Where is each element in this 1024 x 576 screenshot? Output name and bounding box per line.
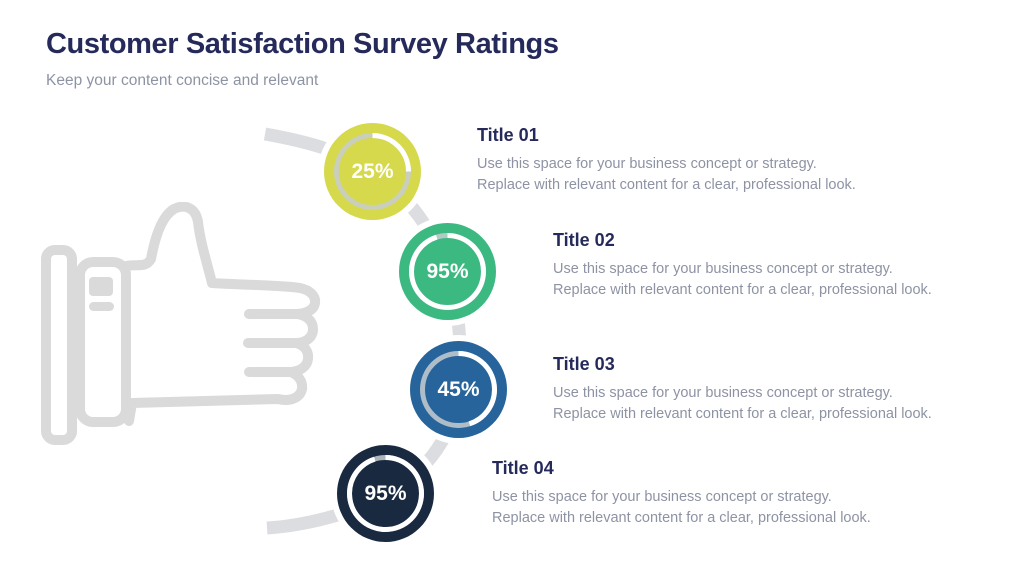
cuff-button [89,302,114,311]
progress-ring [347,455,424,532]
step-description: Use this space for your business concept… [553,259,932,301]
progress-ring [409,233,486,310]
step-description: Use this space for your business concept… [553,383,932,425]
progress-ring [334,133,411,210]
step-title: Title 01 [477,125,539,145]
step-desc-line: Use this space for your business concept… [492,489,832,505]
percent-label: 95% [364,481,407,505]
step-description: Use this space for your business concept… [492,487,871,529]
step-text-1: Title 01 Use this space for your busines… [477,124,856,196]
cuff [75,257,131,427]
step-desc-line: Use this space for your business concept… [477,156,817,172]
percent-label: 95% [426,259,469,283]
sleeve-bar [41,245,77,445]
step-bubble-2: 95% [399,223,496,320]
step-desc-line: Replace with relevant content for a clea… [477,177,856,193]
step-bubble-1: 25% [324,123,421,220]
step-description: Use this space for your business concept… [477,154,856,196]
step-title: Title 04 [492,458,554,478]
step-text-3: Title 03 Use this space for your busines… [553,353,932,425]
step-title: Title 02 [553,230,615,250]
step-desc-line: Replace with relevant content for a clea… [492,510,871,526]
step-desc-line: Replace with relevant content for a clea… [553,406,932,422]
cuff-button [89,277,113,296]
step-text-2: Title 02 Use this space for your busines… [553,229,932,301]
page-subtitle: Keep your content concise and relevant [46,72,319,89]
step-desc-line: Replace with relevant content for a clea… [553,282,932,298]
step-bubble-4: 95% [337,445,434,542]
percent-label: 45% [437,377,480,401]
step-bubble-3: 45% [410,341,507,438]
finger-separations [243,309,303,377]
step-text-4: Title 04 Use this space for your busines… [492,457,871,529]
step-desc-line: Use this space for your business concept… [553,385,893,401]
page-title: Customer Satisfaction Survey Ratings [46,28,559,60]
step-title: Title 03 [553,354,615,374]
percent-label: 25% [351,159,394,183]
progress-ring [420,351,497,428]
step-desc-line: Use this space for your business concept… [553,261,893,277]
thumbs-up-icon [41,202,321,445]
